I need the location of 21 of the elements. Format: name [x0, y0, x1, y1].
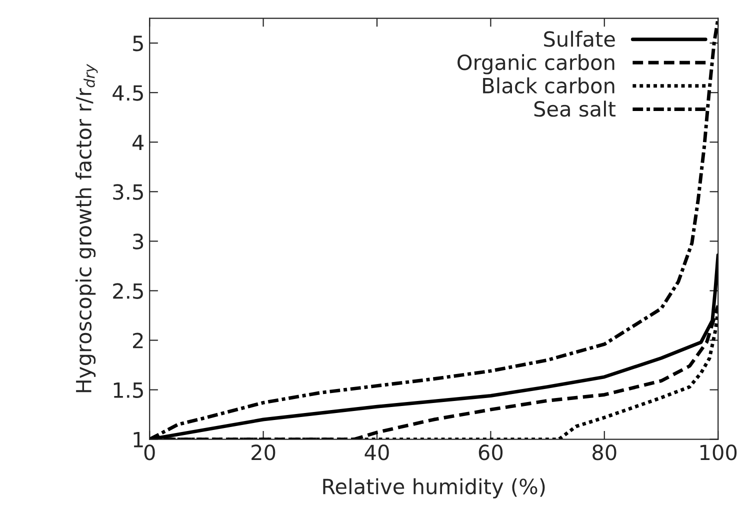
legend-label: Black carbon	[483, 77, 614, 94]
y-tick-label: 4	[132, 134, 144, 150]
legend-label: Organic carbon	[458, 54, 614, 74]
x-axis-title: Relative humidity (%)	[323, 478, 545, 498]
y-axis-title: Hygroscopic growth factor r/r$_{dry}$	[75, 64, 98, 392]
y-tick-label: 3	[133, 234, 144, 250]
y-tick-label: 2.5	[113, 283, 143, 299]
legend-label: Sea salt	[534, 100, 616, 117]
x-tick-label: 100	[700, 444, 737, 460]
y-tick-label: 3.5	[113, 184, 143, 200]
y-tick-label: 2	[133, 332, 143, 348]
x-tick-label: 40	[364, 444, 389, 460]
y-tick-label: 5	[133, 36, 143, 52]
y-tick-label: 4.5	[112, 85, 143, 101]
x-tick-label: 20	[252, 444, 276, 460]
y-tick-label: 1	[134, 432, 143, 448]
legend-label: Sulfate	[544, 30, 615, 47]
x-tick-label: 80	[592, 444, 616, 460]
x-tick-label: 60	[478, 444, 503, 460]
x-tick-label: 0	[144, 444, 155, 460]
y-tick-label: 1.5	[114, 382, 143, 398]
